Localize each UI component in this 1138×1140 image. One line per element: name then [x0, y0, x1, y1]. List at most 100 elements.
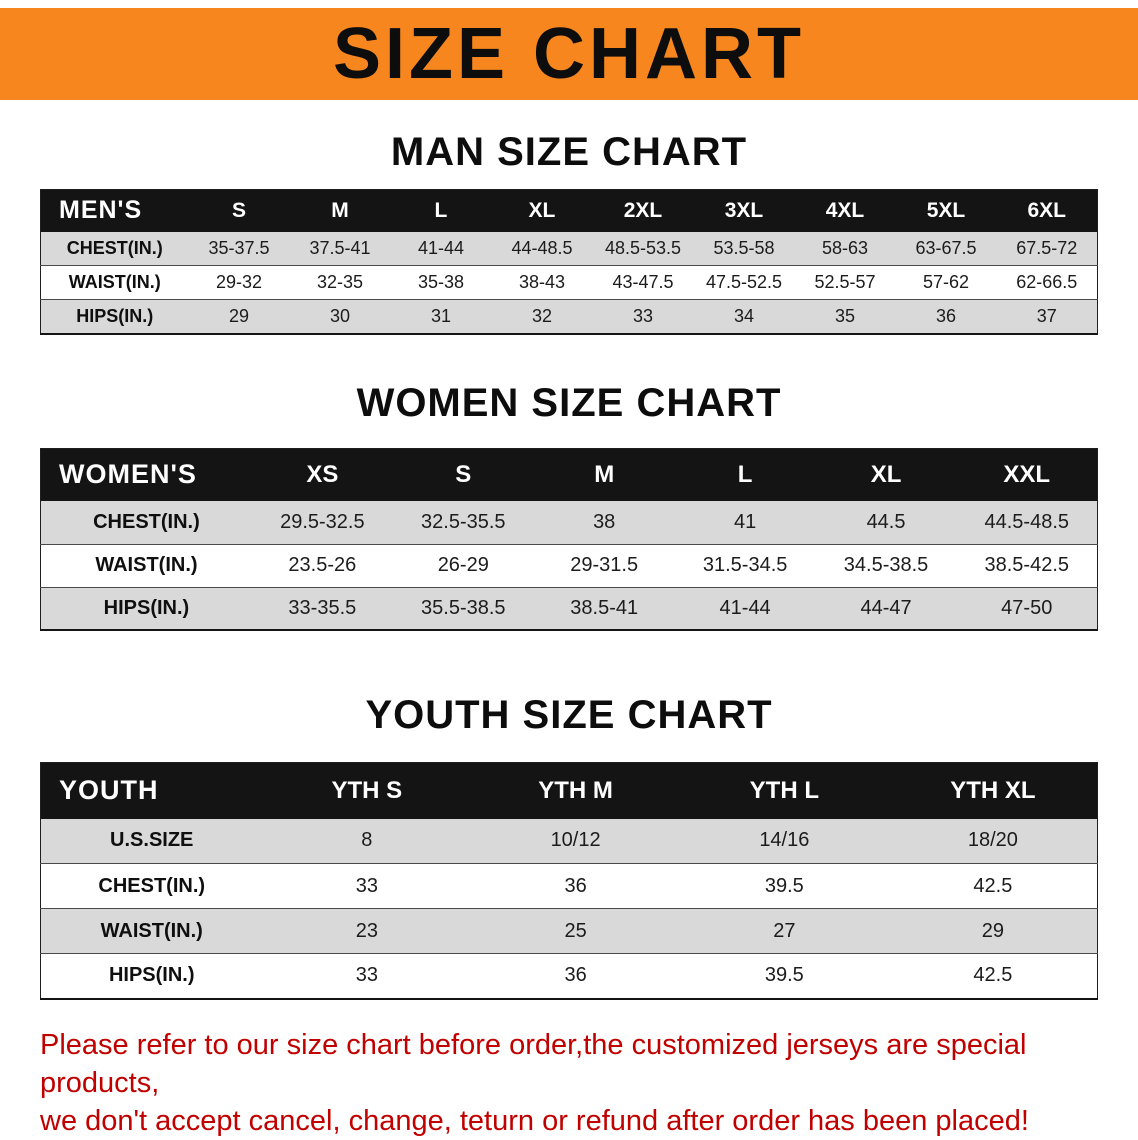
size-header-cell: M	[289, 190, 390, 232]
value-cell: 43-47.5	[592, 266, 693, 300]
value-cell: 42.5	[889, 864, 1098, 909]
value-cell: 33	[262, 954, 471, 999]
value-cell: 29	[188, 300, 289, 334]
value-cell: 38.5-41	[534, 587, 675, 630]
value-cell: 23.5-26	[252, 544, 393, 587]
disclaimer-text: Please refer to our size chart before or…	[40, 1026, 1100, 1140]
row-label: CHEST(IN.)	[41, 232, 189, 266]
value-cell: 57-62	[895, 266, 996, 300]
value-cell: 29-31.5	[534, 544, 675, 587]
value-cell: 41	[675, 501, 816, 544]
section-heading: WOMEN SIZE CHART	[0, 381, 1138, 426]
value-cell: 29	[889, 909, 1098, 954]
size-header-cell: 6XL	[996, 190, 1097, 232]
value-cell: 35-37.5	[188, 232, 289, 266]
value-cell: 63-67.5	[895, 232, 996, 266]
size-header-cell: XL	[816, 448, 957, 501]
table-title-cell: MEN'S	[41, 190, 189, 232]
value-cell: 58-63	[794, 232, 895, 266]
value-cell: 34.5-38.5	[816, 544, 957, 587]
size-header-cell: M	[534, 448, 675, 501]
value-cell: 47-50	[957, 587, 1098, 630]
value-cell: 32.5-35.5	[393, 501, 534, 544]
row-label: HIPS(IN.)	[41, 954, 263, 999]
value-cell: 23	[262, 909, 471, 954]
page-title: SIZE CHART	[333, 13, 805, 95]
value-cell: 8	[262, 819, 471, 864]
value-cell: 62-66.5	[996, 266, 1097, 300]
row-label: HIPS(IN.)	[41, 300, 189, 334]
value-cell: 39.5	[680, 864, 889, 909]
value-cell: 31	[390, 300, 491, 334]
value-cell: 38-43	[491, 266, 592, 300]
value-cell: 35-38	[390, 266, 491, 300]
value-cell: 38.5-42.5	[957, 544, 1098, 587]
row-label: WAIST(IN.)	[41, 909, 263, 954]
row-label: WAIST(IN.)	[41, 266, 189, 300]
row-label: HIPS(IN.)	[41, 587, 252, 630]
value-cell: 35.5-38.5	[393, 587, 534, 630]
disclaimer-line-1: Please refer to our size chart before or…	[40, 1026, 1100, 1103]
value-cell: 18/20	[889, 819, 1098, 864]
value-cell: 29-32	[188, 266, 289, 300]
value-cell: 30	[289, 300, 390, 334]
value-cell: 44.5	[816, 501, 957, 544]
value-cell: 33-35.5	[252, 587, 393, 630]
row-label: CHEST(IN.)	[41, 501, 252, 544]
value-cell: 36	[471, 954, 680, 999]
size-header-cell: L	[675, 448, 816, 501]
value-cell: 37.5-41	[289, 232, 390, 266]
table-title-cell: YOUTH	[41, 763, 263, 819]
size-header-cell: YTH S	[262, 763, 471, 819]
size-header-cell: 3XL	[693, 190, 794, 232]
value-cell: 44-47	[816, 587, 957, 630]
value-cell: 31.5-34.5	[675, 544, 816, 587]
value-cell: 37	[996, 300, 1097, 334]
value-cell: 32-35	[289, 266, 390, 300]
value-cell: 42.5	[889, 954, 1098, 999]
size-header-cell: XL	[491, 190, 592, 232]
row-label: CHEST(IN.)	[41, 864, 263, 909]
size-header-cell: 4XL	[794, 190, 895, 232]
section-heading: YOUTH SIZE CHART	[0, 693, 1138, 738]
value-cell: 53.5-58	[693, 232, 794, 266]
value-cell: 26-29	[393, 544, 534, 587]
value-cell: 38	[534, 501, 675, 544]
value-cell: 35	[794, 300, 895, 334]
disclaimer-line-2: we don't accept cancel, change, teturn o…	[40, 1102, 1100, 1140]
value-cell: 48.5-53.5	[592, 232, 693, 266]
size-header-cell: L	[390, 190, 491, 232]
value-cell: 33	[262, 864, 471, 909]
section-heading: MAN SIZE CHART	[0, 130, 1138, 175]
size-header-cell: S	[188, 190, 289, 232]
value-cell: 10/12	[471, 819, 680, 864]
value-cell: 14/16	[680, 819, 889, 864]
value-cell: 33	[592, 300, 693, 334]
size-header-cell: YTH L	[680, 763, 889, 819]
size-header-cell: 2XL	[592, 190, 693, 232]
size-header-cell: YTH M	[471, 763, 680, 819]
size-header-cell: XS	[252, 448, 393, 501]
row-label: U.S.SIZE	[41, 819, 263, 864]
size-header-cell: S	[393, 448, 534, 501]
size-header-cell: YTH XL	[889, 763, 1098, 819]
value-cell: 29.5-32.5	[252, 501, 393, 544]
value-cell: 47.5-52.5	[693, 266, 794, 300]
value-cell: 36	[471, 864, 680, 909]
